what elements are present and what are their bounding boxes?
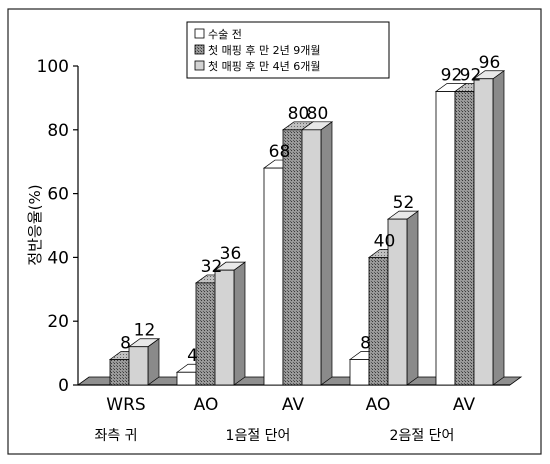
legend-swatch-2 [194, 60, 205, 71]
data-label: 40 [374, 231, 396, 251]
bar [349, 359, 370, 386]
bar [128, 346, 149, 386]
data-label: 92 [460, 66, 482, 86]
data-label: 96 [479, 53, 501, 73]
bar [368, 256, 389, 386]
bar [263, 167, 284, 386]
x-tick-label: WRS [106, 395, 145, 415]
data-label: 80 [307, 104, 329, 124]
bar [454, 91, 475, 386]
bar [387, 218, 408, 386]
group-label: 좌측 귀 [94, 428, 137, 444]
legend-swatch-1 [194, 44, 205, 55]
legend-label-2: 첫 매핑 후 만 4년 6개월 [208, 60, 320, 73]
data-label: 36 [220, 244, 242, 264]
data-label: 92 [441, 66, 463, 86]
x-tick-label: AV [282, 395, 305, 415]
y-tick-label: 80 [47, 121, 69, 141]
legend-swatch-0 [194, 28, 205, 39]
group-label: 1음절 단어 [226, 428, 291, 444]
legend-box [186, 21, 390, 79]
y-tick-label: 100 [37, 57, 69, 77]
y-tick-label: 60 [47, 185, 69, 205]
y-tick-label: 0 [58, 376, 69, 396]
y-axis-label: 정반응율(%) [26, 184, 44, 265]
bar [214, 269, 235, 386]
y-tick-label: 40 [47, 248, 69, 268]
bar [435, 91, 456, 386]
data-label: 52 [393, 193, 415, 213]
data-label: 4 [187, 346, 198, 366]
bar [109, 359, 130, 386]
legend: 수술 전 첫 매핑 후 만 2년 9개월 첫 매핑 후 만 4년 6개월 [186, 21, 390, 79]
legend-label-0: 수술 전 [208, 28, 242, 41]
x-tick-label: AO [366, 395, 391, 415]
bar [176, 371, 197, 386]
bar [195, 282, 216, 386]
bar-side [406, 210, 419, 386]
data-label: 12 [134, 321, 156, 341]
data-label: 8 [360, 333, 371, 353]
legend-label-1: 첫 매핑 후 만 2년 9개월 [208, 44, 320, 57]
data-label: 32 [201, 257, 223, 277]
y-tick-label: 20 [47, 312, 69, 332]
data-label: 80 [288, 104, 310, 124]
bar-side [320, 121, 333, 386]
data-label: 8 [120, 333, 131, 353]
bar [301, 129, 322, 386]
bar-side [492, 70, 505, 386]
x-tick-label: AV [453, 395, 476, 415]
bar [282, 129, 303, 386]
x-tick-label: AO [194, 395, 219, 415]
bar [473, 78, 494, 386]
bar-side [233, 261, 246, 386]
group-label: 2음절 단어 [390, 428, 455, 444]
data-label: 68 [269, 142, 291, 162]
